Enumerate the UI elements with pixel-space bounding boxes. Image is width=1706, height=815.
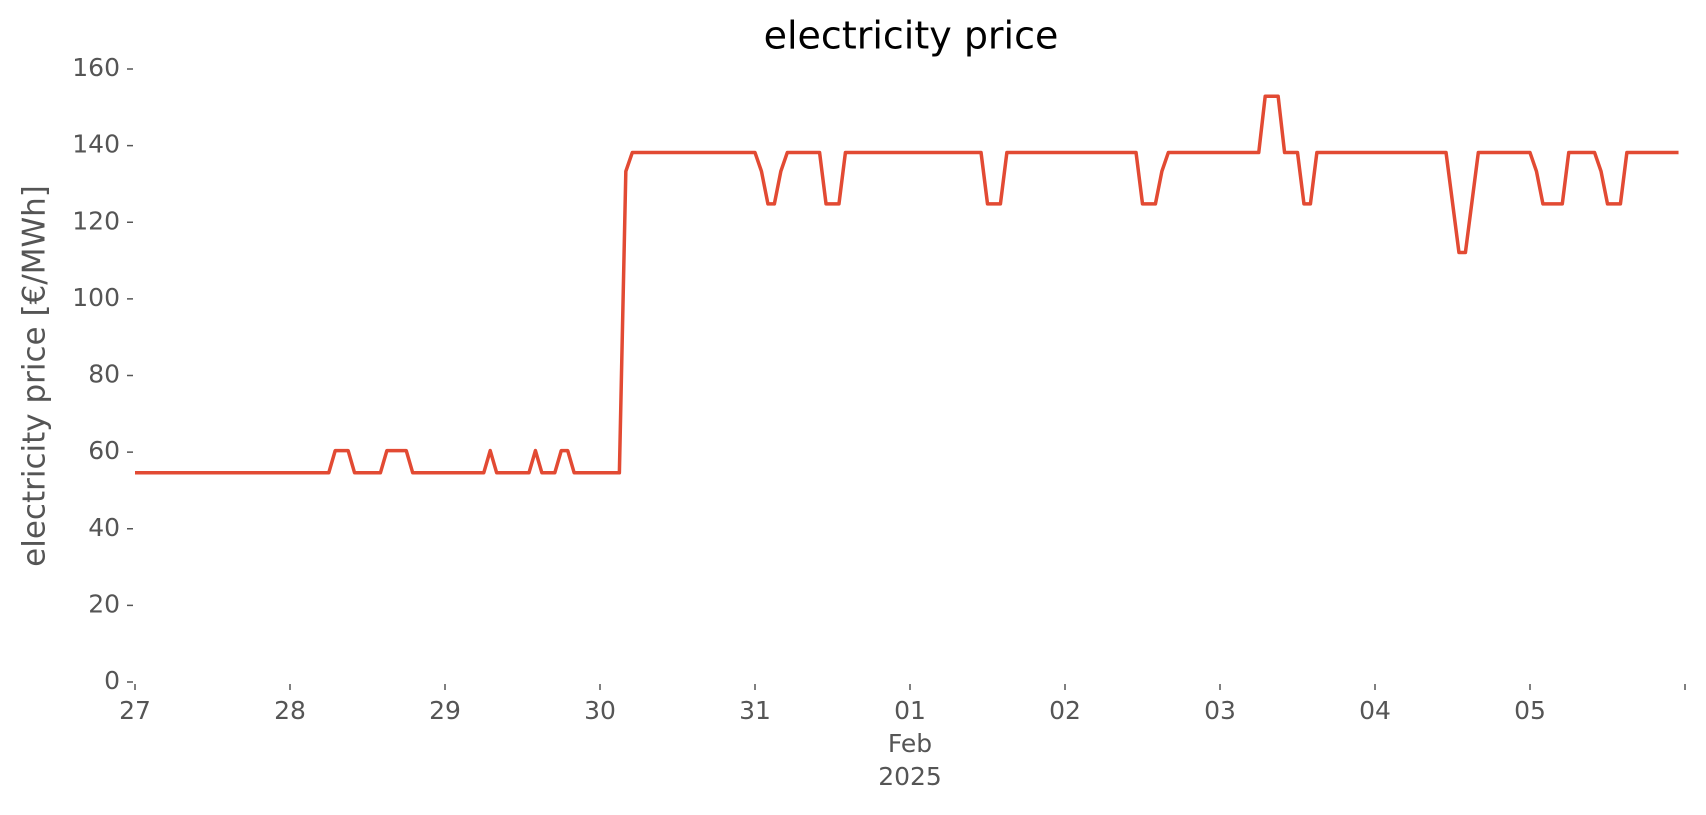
y-tick-label: 160 [72,53,120,82]
x-month-label: Feb [888,729,932,758]
price-line [135,94,1679,475]
y-tick-label: 40 [88,513,120,542]
y-tick-label: 20 [88,589,120,618]
x-tick-label: 03 [1204,696,1236,725]
x-tick-label: 05 [1514,696,1546,725]
x-tick-label: 02 [1049,696,1081,725]
y-tick-label: 80 [88,360,120,389]
x-tick-label: 30 [584,696,616,725]
y-tick-label: 60 [88,436,120,465]
y-tick-label: 140 [72,130,120,159]
y-tick-label: 0 [104,666,120,695]
x-tick-label: 31 [739,696,771,725]
x-tick-label: 01 [894,696,926,725]
x-year-label: 2025 [878,762,942,791]
y-tick-label: 100 [72,283,120,312]
y-tick-label: 120 [72,206,120,235]
x-tick-label: 04 [1359,696,1391,725]
x-tick-label: 28 [274,696,306,725]
chart-title: electricity price [764,14,1059,58]
x-tick-label: 29 [429,696,461,725]
x-tick-label: 27 [119,696,151,725]
y-axis-label: electricity price [€/MWh] [17,185,53,567]
